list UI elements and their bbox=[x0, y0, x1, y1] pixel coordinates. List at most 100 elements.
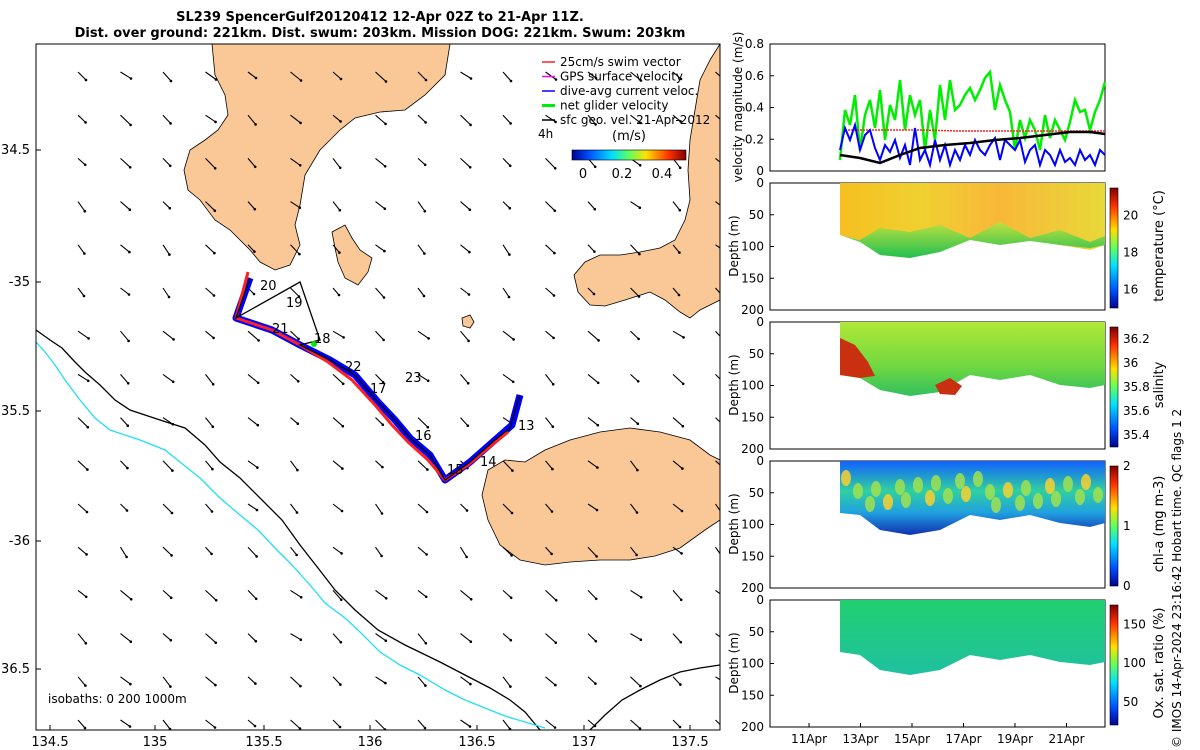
velocity-arrowhead bbox=[255, 508, 259, 512]
velocity-arrowhead bbox=[169, 685, 172, 688]
velocity-arrow bbox=[587, 244, 595, 252]
interval-label: 4h bbox=[538, 127, 553, 141]
velocity-arrowhead bbox=[469, 682, 472, 686]
velocity-arrowhead bbox=[465, 509, 469, 512]
velocity-arrowhead bbox=[639, 638, 643, 641]
velocity-arrow bbox=[205, 460, 213, 470]
velocity-arrow bbox=[77, 330, 89, 339]
velocity-arrow bbox=[587, 71, 597, 79]
depth-tick-label: 0 bbox=[756, 593, 764, 607]
velocity-arrow bbox=[630, 546, 638, 556]
colorbar-title: salinity bbox=[1152, 361, 1167, 408]
velocity-arrowhead bbox=[125, 509, 129, 512]
chla-panel bbox=[769, 460, 1106, 589]
velocity-arrow bbox=[77, 633, 87, 644]
velocity-arrowhead bbox=[594, 76, 598, 80]
velocity-arrow bbox=[205, 287, 215, 296]
land-masses bbox=[183, 44, 720, 566]
chla-patch bbox=[871, 481, 881, 497]
colorbar-title: temperature (°C) bbox=[1152, 190, 1167, 302]
chla-patch bbox=[1021, 480, 1031, 496]
velocity-arrowhead bbox=[214, 120, 217, 124]
velocity-arrow bbox=[502, 201, 511, 209]
isobath-1000-line bbox=[36, 341, 546, 729]
date-tick-label: 13Apr bbox=[842, 732, 878, 746]
velocity-arrow bbox=[77, 244, 85, 254]
map-x-axis: 134.5 135 135.5 136 136.5 137 137.5 bbox=[31, 725, 709, 750]
chla-patch bbox=[1015, 495, 1025, 511]
velocity-arrowhead bbox=[299, 684, 302, 688]
velocity-arrow bbox=[247, 417, 259, 426]
chla-patch bbox=[1063, 476, 1073, 492]
velocity-arrowhead bbox=[256, 466, 259, 469]
depth-tick-label: 100 bbox=[741, 657, 764, 671]
velocity-arrow bbox=[205, 546, 213, 555]
velocity-arrowhead bbox=[171, 422, 175, 426]
map-xtick-label: 135.5 bbox=[245, 735, 282, 750]
velocity-arrowhead bbox=[170, 554, 173, 557]
velocity-arrow bbox=[77, 589, 87, 598]
depth-axis-label: Depth (m) bbox=[727, 493, 741, 554]
velocity-arrowhead bbox=[127, 293, 131, 296]
velocity-arrow bbox=[375, 676, 386, 684]
depth-axis-label: Depth (m) bbox=[727, 632, 741, 693]
velocity-arrow bbox=[77, 157, 86, 166]
chla-patch bbox=[961, 486, 971, 502]
velocity-arrow bbox=[162, 417, 174, 425]
velocity-arrow bbox=[545, 719, 556, 728]
map-frame bbox=[35, 43, 721, 731]
chla-patch bbox=[1051, 491, 1061, 507]
velocity-arrowhead bbox=[593, 207, 597, 211]
velocity-arrowhead bbox=[552, 294, 556, 297]
depth-tick-label: 200 bbox=[741, 581, 764, 595]
velocity-arrow bbox=[162, 503, 173, 514]
depth-tick-label: 50 bbox=[749, 486, 764, 500]
velocity-arrowhead bbox=[592, 292, 596, 296]
velocity-arrow bbox=[587, 114, 597, 125]
velocity-arrowhead bbox=[168, 164, 172, 168]
velocity-arrowhead bbox=[126, 382, 130, 385]
velocity-arrow bbox=[120, 71, 132, 79]
velocity-arrowhead bbox=[213, 251, 216, 255]
velocity-arrow bbox=[77, 373, 89, 382]
velocity-arrow bbox=[715, 71, 720, 77]
velocity-arrow bbox=[587, 719, 596, 727]
velocity-arrow bbox=[587, 460, 598, 469]
velocity-arrowhead bbox=[129, 598, 133, 601]
velocity-arrow bbox=[672, 373, 684, 385]
velocity-arrowhead bbox=[383, 165, 387, 168]
track-day-labels: 20 19 21 18 22 17 23 16 15 14 13 bbox=[260, 279, 535, 478]
velocity-arrowhead bbox=[86, 468, 89, 471]
velocity-arrowhead bbox=[170, 511, 174, 515]
velocity-arrowhead bbox=[211, 383, 215, 386]
velocity-arrow bbox=[290, 114, 301, 124]
velocity-arrowhead bbox=[509, 122, 512, 125]
velocity-arrowhead bbox=[381, 465, 384, 469]
chla-field bbox=[840, 461, 1105, 535]
colorbar-tick-label: 0 bbox=[1123, 579, 1131, 593]
velocity-arrow bbox=[587, 287, 595, 295]
velocity-arrowhead bbox=[426, 379, 430, 383]
colorbar-tick-label: 18 bbox=[1123, 246, 1138, 260]
date-tick-label: 19Apr bbox=[997, 732, 1033, 746]
velocity-arrow bbox=[120, 633, 132, 643]
velocity-arrowhead bbox=[724, 165, 727, 168]
velocity-arrowhead bbox=[340, 509, 344, 513]
velocity-arrow bbox=[247, 719, 256, 727]
isobath-gulf-line bbox=[589, 664, 720, 730]
velocity-arrowhead bbox=[723, 250, 726, 253]
velocity-arrowhead bbox=[87, 337, 90, 340]
velocity-arrow bbox=[630, 460, 638, 471]
velocity-arrow bbox=[460, 201, 471, 211]
velocity-arrowhead bbox=[85, 553, 88, 556]
velocity-arrowhead bbox=[509, 685, 512, 688]
track-label-18: 18 bbox=[314, 332, 331, 347]
chla-patch bbox=[1033, 493, 1043, 509]
velocity-arrowhead bbox=[722, 381, 725, 384]
velocity-arrowhead bbox=[82, 294, 86, 298]
velocity-arrowhead bbox=[128, 250, 131, 254]
velocity-arrowhead bbox=[637, 295, 641, 298]
island-land bbox=[331, 224, 373, 286]
velocity-arrow bbox=[672, 417, 684, 427]
